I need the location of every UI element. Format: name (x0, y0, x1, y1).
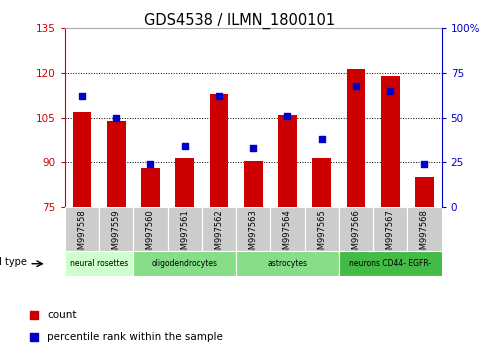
Bar (278, 115, 297, 207)
Text: astrocytes: astrocytes (267, 259, 307, 268)
Point (30, 334, 38, 339)
Bar (168, 207, 202, 251)
Text: percentile rank within the sample: percentile rank within the sample (47, 332, 223, 342)
Bar (202, 207, 236, 251)
Point (215, 93, 223, 99)
Bar (407, 207, 442, 251)
Bar (373, 207, 407, 251)
Bar (210, 94, 229, 207)
Bar (65, 207, 99, 251)
Point (421, 161, 429, 167)
Point (386, 88, 394, 94)
Point (147, 161, 155, 167)
Bar (236, 251, 339, 276)
Bar (244, 161, 262, 207)
Text: GSM997562: GSM997562 (215, 209, 224, 260)
Bar (107, 121, 126, 207)
Point (318, 136, 326, 142)
Bar (72, 112, 91, 207)
Bar (339, 207, 373, 251)
Text: neural rosettes: neural rosettes (70, 259, 128, 268)
Point (181, 143, 189, 149)
Bar (141, 169, 160, 207)
Text: GSM997568: GSM997568 (420, 209, 429, 260)
Bar (65, 251, 133, 276)
Point (78, 93, 86, 99)
Bar (175, 158, 194, 207)
Point (112, 115, 120, 121)
Bar (133, 207, 168, 251)
Text: GSM997563: GSM997563 (249, 209, 258, 260)
Text: GSM997560: GSM997560 (146, 209, 155, 260)
Bar (415, 177, 434, 207)
Bar (312, 158, 331, 207)
Point (352, 83, 360, 88)
Text: cell type: cell type (0, 257, 27, 268)
Text: GSM997567: GSM997567 (386, 209, 395, 260)
Bar (381, 76, 400, 207)
Bar (99, 207, 133, 251)
Bar (133, 251, 236, 276)
Text: GSM997561: GSM997561 (180, 209, 189, 260)
Text: count: count (47, 310, 77, 320)
Text: GSM997559: GSM997559 (112, 209, 121, 260)
Bar (304, 207, 339, 251)
Text: oligodendrocytes: oligodendrocytes (152, 259, 218, 268)
Bar (347, 69, 365, 207)
Text: GSM997565: GSM997565 (317, 209, 326, 260)
Bar (236, 207, 270, 251)
Text: GSM997558: GSM997558 (77, 209, 86, 260)
Text: GDS4538 / ILMN_1800101: GDS4538 / ILMN_1800101 (144, 12, 335, 29)
Text: GSM997564: GSM997564 (283, 209, 292, 260)
Bar (339, 251, 442, 276)
Point (30, 312, 38, 318)
Point (249, 145, 257, 151)
Text: GSM997566: GSM997566 (351, 209, 360, 260)
Bar (270, 207, 304, 251)
Text: neurons CD44- EGFR-: neurons CD44- EGFR- (349, 259, 431, 268)
Point (283, 113, 291, 119)
